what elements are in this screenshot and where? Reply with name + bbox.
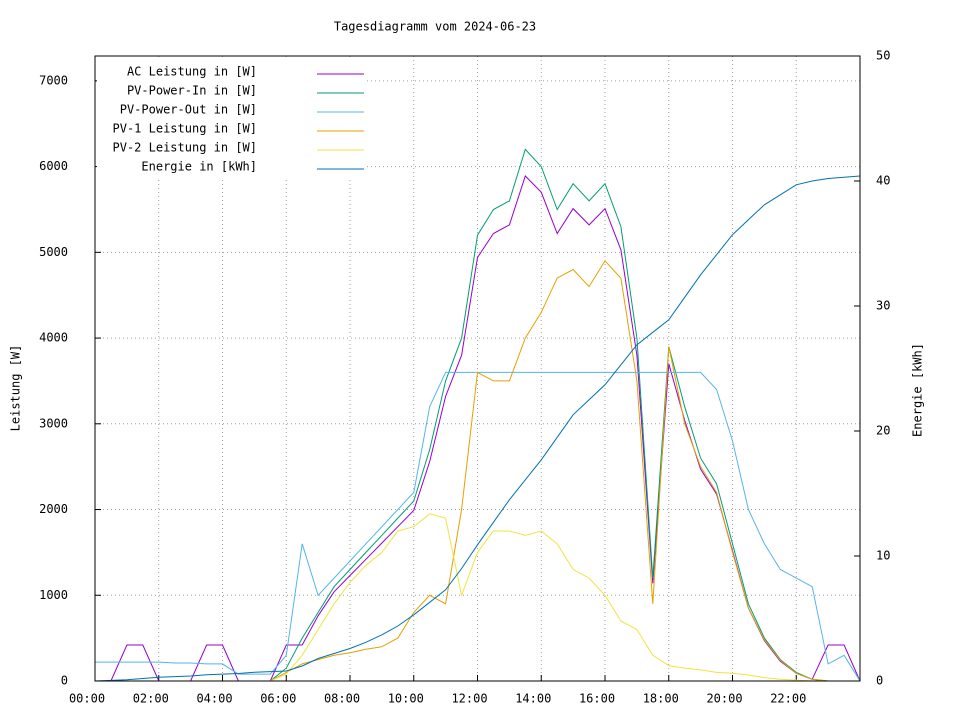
x-tick-label: 02:00 — [133, 692, 169, 706]
x-tick-label: 14:00 — [515, 692, 551, 706]
chart-title: Tagesdiagramm vom 2024-06-23 — [334, 20, 536, 34]
x-tick-label: 00:00 — [69, 692, 105, 706]
y-tick-label: 0 — [61, 674, 68, 688]
x-tick-label: 22:00 — [770, 692, 806, 706]
x-tick-label: 08:00 — [324, 692, 360, 706]
y2-tick-label: 40 — [876, 174, 890, 188]
y-tick-label: 6000 — [39, 159, 68, 173]
legend-label: PV-Power-Out in [W] — [120, 103, 257, 117]
legend-label: PV-Power-In in [W] — [127, 84, 257, 98]
y2-tick-label: 30 — [876, 299, 890, 313]
y-tick-label: 5000 — [39, 245, 68, 259]
y2-tick-label: 20 — [876, 424, 890, 438]
series-line — [94, 175, 861, 682]
legend-label: PV-1 Leistung in [W] — [113, 122, 258, 136]
y2-tick-label: 50 — [876, 49, 890, 63]
y2-tick-label: 0 — [876, 674, 883, 688]
y-tick-label: 3000 — [39, 416, 68, 430]
y-tick-label: 1000 — [39, 588, 68, 602]
x-tick-label: 04:00 — [196, 692, 232, 706]
legend-label: Energie in [kWh] — [141, 160, 257, 174]
x-tick-label: 16:00 — [579, 692, 615, 706]
x-tick-label: 18:00 — [643, 692, 679, 706]
y2-axis-label: Energie [kWh] — [911, 343, 925, 437]
x-tick-label: 06:00 — [260, 692, 296, 706]
y-tick-label: 7000 — [39, 73, 68, 87]
x-tick-label: 12:00 — [451, 692, 487, 706]
plot-frame — [94, 55, 861, 682]
legend-label: AC Leistung in [W] — [127, 65, 257, 79]
legend-label: PV-2 Leistung in [W] — [113, 141, 258, 155]
x-tick-label: 10:00 — [388, 692, 424, 706]
legend-background — [97, 60, 365, 178]
y-axis-label: Leistung [W] — [9, 345, 23, 432]
y-tick-label: 2000 — [39, 502, 68, 516]
y-tick-label: 4000 — [39, 331, 68, 345]
x-tick-label: 20:00 — [706, 692, 742, 706]
y2-tick-label: 10 — [876, 549, 890, 563]
